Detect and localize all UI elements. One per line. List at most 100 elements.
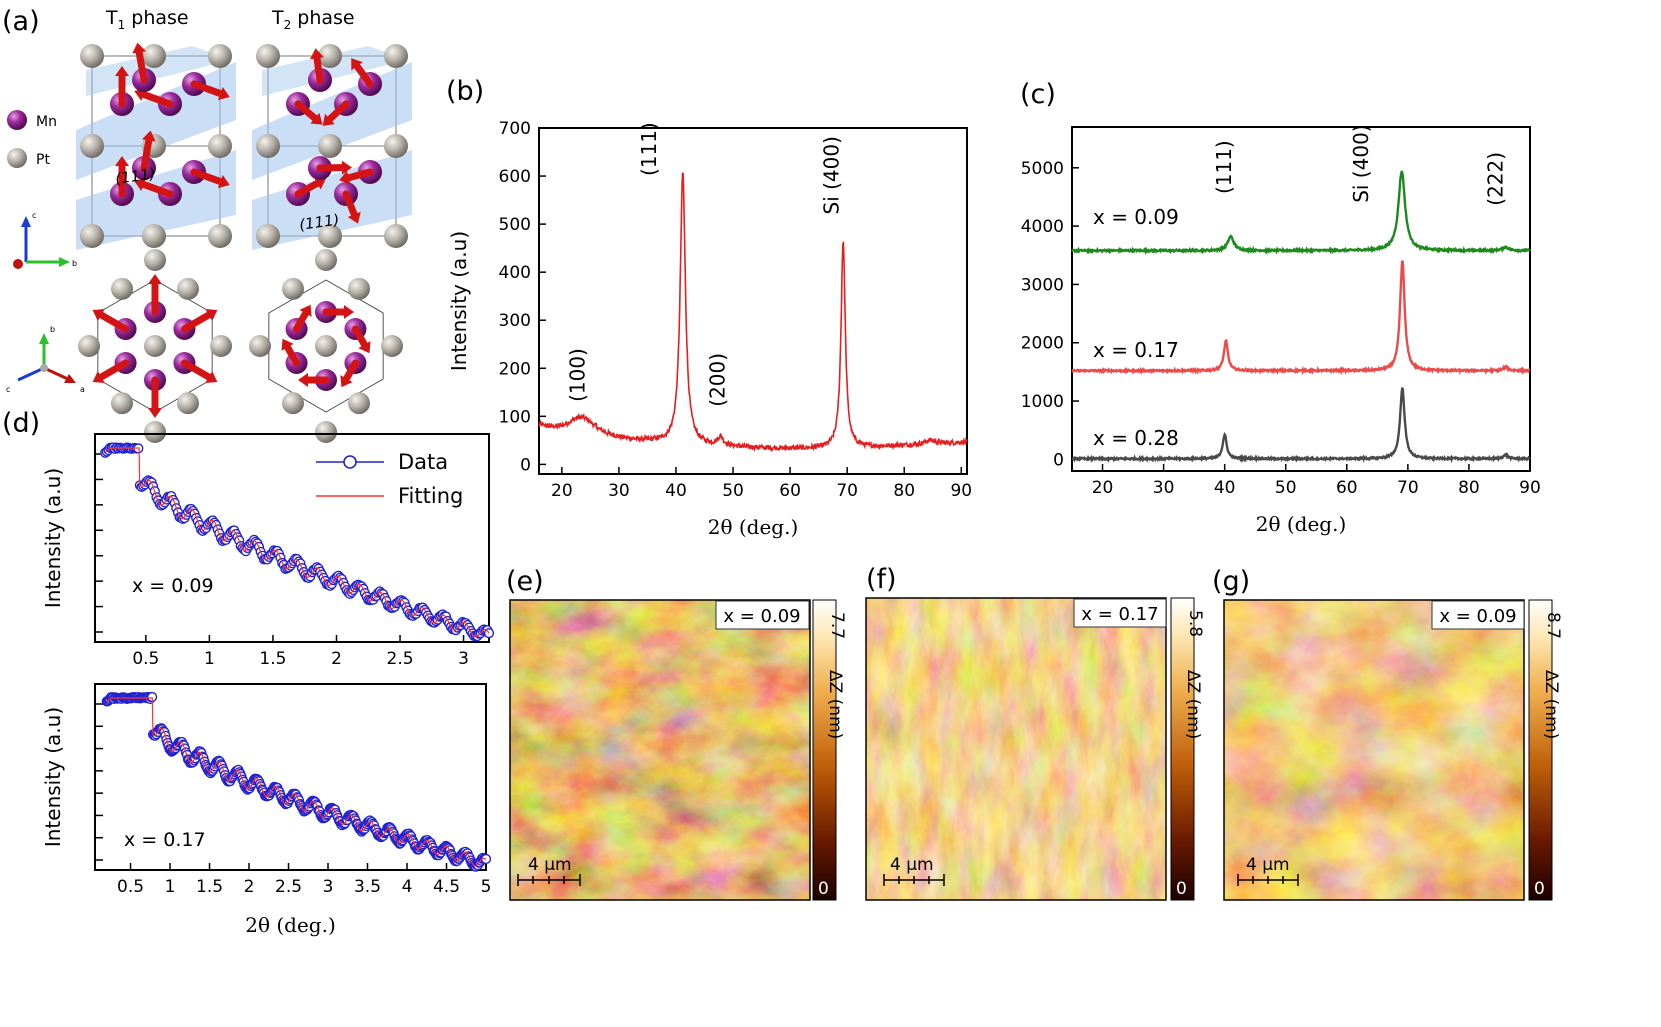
spin-arrow bbox=[97, 359, 130, 381]
afm-e-scalebar: 4 μm bbox=[528, 855, 572, 875]
spin-arrow bbox=[326, 100, 350, 123]
pt-atom bbox=[142, 44, 166, 68]
y-tick-label: 3000 bbox=[1021, 275, 1064, 295]
xrd-series-line bbox=[1071, 386, 1531, 464]
pt-atom bbox=[144, 421, 166, 443]
spin-arrow bbox=[180, 311, 213, 333]
svg-text:b: b bbox=[72, 259, 77, 268]
d-top-note: x = 0.09 bbox=[132, 575, 214, 597]
x-tick-label: 3 bbox=[323, 877, 334, 897]
pt-atom bbox=[282, 277, 304, 300]
spin-arrow-head bbox=[298, 373, 308, 387]
pt-atom bbox=[144, 249, 166, 271]
spin-arrow-head bbox=[347, 211, 361, 224]
hex-outline bbox=[268, 279, 384, 413]
x-tick-label: 70 bbox=[1397, 478, 1419, 498]
spin-arrow bbox=[342, 190, 358, 218]
spin-arrow-head bbox=[148, 274, 162, 284]
pt-atom bbox=[315, 249, 337, 271]
pt-atom bbox=[210, 335, 232, 357]
spin-arrow-head bbox=[358, 341, 371, 354]
series-label: x = 0.17 bbox=[1093, 338, 1179, 362]
axis-triad-bottom: b a c bbox=[6, 325, 85, 394]
x-tick-label: 2 bbox=[244, 877, 255, 897]
spin-arrow-head bbox=[92, 370, 105, 384]
legend-pt: Pt bbox=[36, 152, 50, 168]
x-tick-label: 30 bbox=[608, 481, 630, 501]
legend-fitting: Fitting bbox=[398, 484, 463, 508]
spin-arrow bbox=[140, 90, 174, 108]
y-tick-label: 200 bbox=[499, 359, 531, 379]
crystal-structures bbox=[76, 42, 412, 443]
peak-label: (111) bbox=[1212, 140, 1236, 194]
afm-e-scale-max: 7.7 bbox=[827, 612, 847, 639]
panel-c: (c) 20 30 40 50 60 70 80 90 0 1000 2000 3000 4000 500… bbox=[1020, 79, 1541, 536]
x-tick-label: 5 bbox=[481, 877, 492, 897]
pt-atom bbox=[256, 44, 280, 68]
afm-image-g bbox=[1224, 600, 1524, 900]
pt-atom bbox=[249, 335, 271, 357]
svg-text:a: a bbox=[80, 385, 85, 394]
pt-atom bbox=[80, 44, 104, 68]
y-tick-label: 2000 bbox=[1021, 334, 1064, 354]
spin-arrow bbox=[190, 168, 224, 186]
spin-arrow-head bbox=[115, 66, 129, 76]
afm-g-scale-max: 8.7 bbox=[1543, 612, 1563, 639]
pt-atom bbox=[78, 335, 100, 357]
x-tick-label: 2.5 bbox=[275, 877, 302, 897]
xrr-chart-top: 0.5 1 1.5 2 2.5 3 Intensity (a.u) bbox=[41, 433, 495, 669]
afm-f-scale-min: 0 bbox=[1176, 879, 1187, 899]
x-axis-label: 2θ (deg.) bbox=[708, 515, 799, 539]
axis-triad-top: c b bbox=[13, 211, 77, 269]
afm-f-scale-max: 5.8 bbox=[1185, 610, 1205, 637]
spin-arrow bbox=[190, 80, 224, 98]
spin-arrow-head bbox=[310, 48, 324, 60]
pt-atom bbox=[256, 224, 280, 248]
panel-d-label: (d) bbox=[2, 408, 40, 439]
d-bottom-note: x = 0.17 bbox=[124, 829, 206, 851]
panel-b: (b) 20 30 40 50 60 70 80 90 0 100 200 300 400 500 600 7… bbox=[446, 76, 972, 539]
afm-g-colorbar bbox=[1528, 599, 1553, 901]
afm-f-scale-unit: ΔZ (nm) bbox=[1183, 670, 1203, 739]
panel-a-label: (a) bbox=[2, 6, 40, 37]
x-tick-label: 0.5 bbox=[132, 649, 159, 669]
x-tick-label: 20 bbox=[1092, 478, 1114, 498]
afm-g-tag: x = 0.09 bbox=[1439, 606, 1516, 627]
pt-atom bbox=[208, 44, 232, 68]
spin-arrow-head bbox=[134, 177, 147, 192]
panel-g: (g) x = 0.09 8.7 ΔZ (nm) 0 4 μm bbox=[1212, 566, 1563, 901]
panel-e: (e) x = 0.09 7.7 ΔZ (nm) 0 4 μm bbox=[506, 566, 847, 901]
x-tick-label: 4 bbox=[402, 877, 413, 897]
afm-e-tag-box bbox=[715, 600, 810, 630]
svg-text:c: c bbox=[6, 385, 10, 394]
pt-atom bbox=[80, 134, 104, 158]
spin-arrow bbox=[313, 54, 324, 84]
x-tick-label: 70 bbox=[836, 481, 858, 501]
y-tick-label: 100 bbox=[499, 407, 531, 427]
legend-data-marker bbox=[343, 455, 357, 469]
fitting-line bbox=[104, 447, 490, 638]
peak-label: (100) bbox=[566, 348, 590, 402]
pt-atom bbox=[256, 134, 280, 158]
spin-arrow bbox=[135, 48, 148, 84]
panel-f-label: (f) bbox=[866, 564, 897, 595]
y-tick-label: 0 bbox=[520, 455, 531, 475]
x-tick-label: 1.5 bbox=[196, 877, 223, 897]
x-tick-label: 50 bbox=[722, 481, 744, 501]
afm-g-scale-min: 0 bbox=[1534, 879, 1545, 899]
x-tick-label: 90 bbox=[950, 481, 972, 501]
pt-atom bbox=[384, 134, 408, 158]
svg-text:c: c bbox=[32, 211, 36, 220]
panel-g-label: (g) bbox=[1212, 566, 1250, 597]
peak-label: Si (400) bbox=[820, 136, 844, 214]
t1-plane-label: (111) bbox=[114, 165, 156, 188]
pt-atom bbox=[318, 224, 342, 248]
legend-mn: Mn bbox=[36, 114, 57, 130]
fitting-line bbox=[106, 697, 487, 867]
y-tick-label: 4000 bbox=[1021, 217, 1064, 237]
spin-arrow bbox=[342, 359, 359, 383]
axes-frame bbox=[94, 683, 487, 871]
x-tick-label: 1 bbox=[204, 649, 215, 669]
afm-e-tag: x = 0.09 bbox=[723, 606, 800, 627]
spin-arrow-head bbox=[340, 375, 353, 388]
